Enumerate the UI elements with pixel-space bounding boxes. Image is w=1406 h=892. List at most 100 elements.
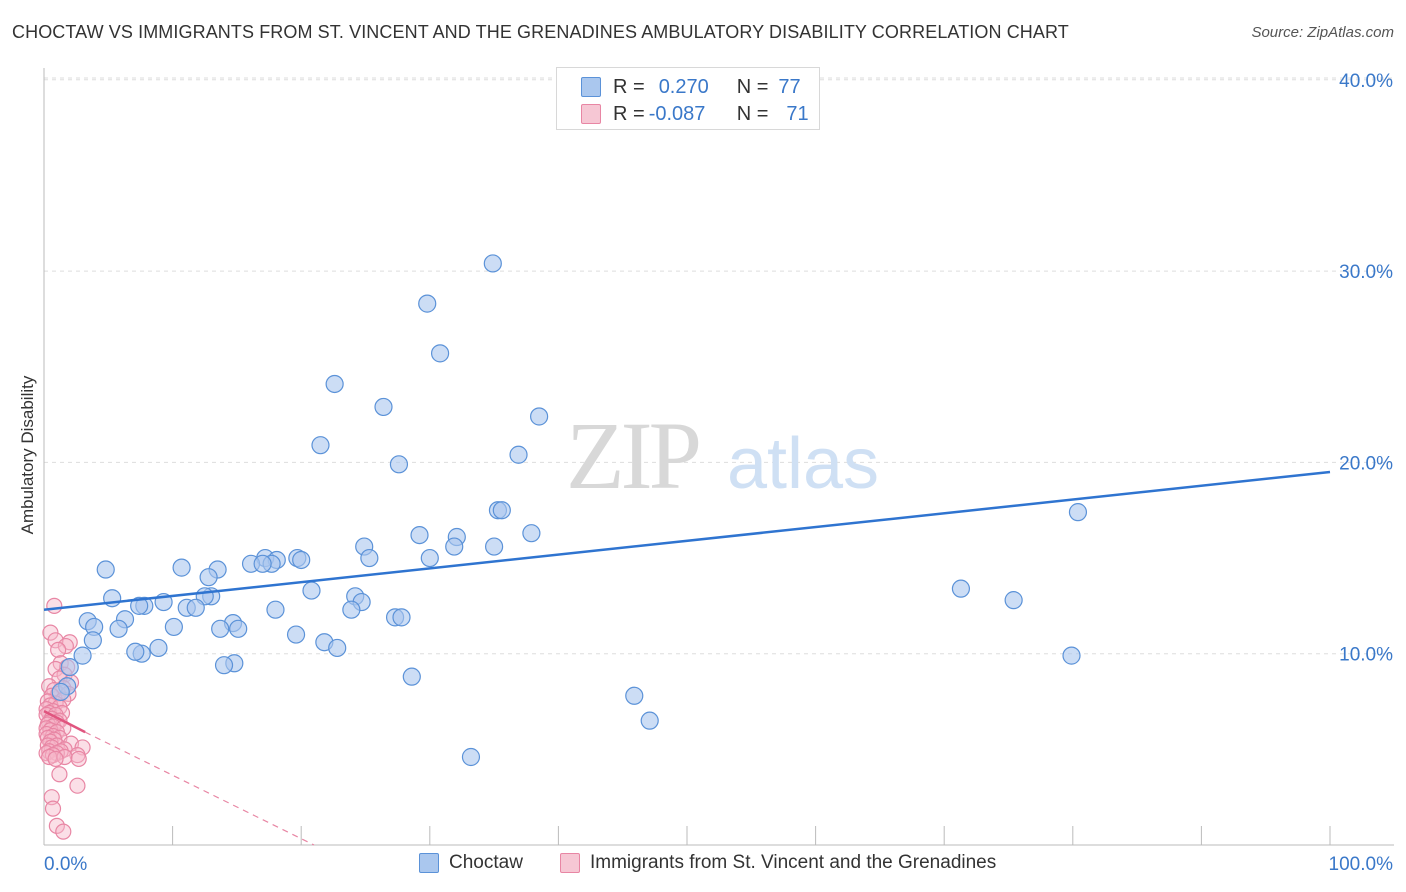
- scatter-point-choctaw: [130, 596, 149, 615]
- legend-r-label: R =: [613, 75, 645, 98]
- scatter-point-choctaw: [374, 397, 393, 417]
- scatter-point-immigrants: [51, 766, 68, 783]
- scatter-point-choctaw: [211, 619, 230, 638]
- legend-n-value: 77: [778, 75, 801, 98]
- scatter-point-choctaw: [83, 631, 102, 650]
- legend-swatch-blue: [581, 77, 601, 97]
- scatter-point-choctaw: [60, 657, 79, 677]
- scatter-point-choctaw: [625, 686, 644, 705]
- scatter-point-choctaw: [402, 667, 421, 686]
- scatter-point-choctaw: [951, 579, 971, 598]
- y-tick-label: 30.0%: [1339, 262, 1393, 283]
- scatter-point-immigrants: [48, 817, 65, 834]
- watermark: ZIP atlas: [566, 402, 879, 509]
- legend-r-value: 0.270: [658, 75, 709, 98]
- bottom-legend-immigrants: Immigrants from St. Vincent and the Gren…: [560, 852, 996, 874]
- bottom-legend-label: Immigrants from St. Vincent and the Gren…: [590, 852, 997, 873]
- y-axis-label: Ambulatory Disability: [18, 375, 37, 535]
- scatter-point-choctaw: [292, 550, 311, 570]
- scatter-point-choctaw: [96, 560, 115, 579]
- x-tick-label: 100.0%: [1329, 854, 1394, 875]
- scatter-point-choctaw: [410, 525, 429, 545]
- scatter-point-choctaw: [360, 548, 379, 568]
- scatter-point-choctaw: [492, 501, 511, 520]
- scatter-point-choctaw: [199, 568, 218, 587]
- scatter-point-immigrants: [55, 823, 72, 840]
- legend-r-label: R =: [613, 102, 645, 125]
- stats-legend: R = 0.270 N = 77 R = -0.087 N = 71: [556, 67, 820, 130]
- series-immigrants-points: [38, 597, 91, 840]
- x-tick-label: 0.0%: [44, 854, 87, 875]
- y-tick-label: 20.0%: [1339, 453, 1393, 474]
- trend-lines: [43, 470, 1331, 846]
- legend-r-value: -0.087: [648, 102, 706, 125]
- bottom-legend-swatch-blue: [419, 853, 439, 873]
- y-tick-label: 10.0%: [1339, 645, 1393, 666]
- scatter-point-immigrants: [70, 750, 87, 768]
- scatter-point-choctaw: [109, 619, 128, 638]
- scatter-point-choctaw: [418, 294, 437, 313]
- trend-line-immigrants-extrapolated: [84, 731, 315, 846]
- scatter-point-choctaw: [229, 619, 248, 638]
- scatter-point-immigrants: [46, 597, 63, 614]
- scatter-point-immigrants: [57, 637, 74, 655]
- y-tick-label: 40.0%: [1339, 71, 1393, 92]
- scatter-point-choctaw: [530, 407, 549, 426]
- scatter-point-immigrants: [69, 777, 86, 794]
- grid-layer: [43, 68, 1394, 846]
- bottom-legend-swatch-pink: [560, 853, 580, 873]
- scatter-point-choctaw: [186, 598, 205, 617]
- scatter-point-choctaw: [392, 608, 411, 627]
- legend-n-value: 71: [786, 102, 809, 125]
- scatter-point-choctaw: [640, 711, 659, 730]
- scatter-point-immigrants: [47, 750, 64, 768]
- scatter-point-choctaw: [73, 646, 92, 665]
- legend-n-label: N =: [736, 102, 769, 125]
- scatter-point-choctaw: [328, 638, 347, 658]
- legend-n-label: N =: [736, 75, 769, 98]
- scatter-point-immigrants: [50, 641, 67, 658]
- scatter-point-choctaw: [1004, 591, 1023, 610]
- scatter-point-choctaw: [1068, 503, 1088, 522]
- scatter-point-choctaw: [172, 558, 191, 577]
- trend-line-immigrants: [43, 709, 86, 734]
- scatter-point-immigrants: [44, 800, 62, 817]
- chart-title: CHOCTAW VS IMMIGRANTS FROM ST. VINCENT A…: [12, 22, 1069, 42]
- scatter-point-choctaw: [253, 554, 272, 573]
- scatter-point-choctaw: [311, 436, 330, 455]
- scatter-point-immigrants: [47, 632, 64, 649]
- scatter-point-choctaw: [149, 638, 168, 658]
- scatter-point-choctaw: [509, 445, 528, 464]
- legend-row-choctaw: R = 0.270 N = 77: [581, 74, 801, 100]
- scatter-point-choctaw: [485, 537, 504, 556]
- scatter-point-choctaw: [126, 642, 145, 661]
- scatter-point-choctaw: [51, 682, 70, 702]
- scatter-point-choctaw: [286, 625, 306, 644]
- series-choctaw-points: [51, 254, 1088, 767]
- legend-swatch-pink: [581, 104, 601, 124]
- watermark-atlas: atlas: [727, 424, 879, 504]
- axis-ticks: 10.0% 20.0% 30.0% 40.0% 0.0% 100.0%: [44, 71, 1393, 875]
- scatter-point-choctaw: [302, 581, 321, 600]
- scatter-point-choctaw: [420, 548, 439, 568]
- scatter-point-choctaw: [325, 374, 344, 394]
- scatter-point-immigrants: [43, 789, 60, 806]
- scatter-point-choctaw: [483, 254, 502, 273]
- scatter-point-choctaw: [1062, 646, 1081, 665]
- scatter-point-choctaw: [266, 600, 285, 619]
- chart-source: Source: ZipAtlas.com: [1251, 24, 1394, 41]
- scatter-point-choctaw: [445, 537, 464, 556]
- trend-line-choctaw: [43, 470, 1331, 611]
- scatter-point-choctaw: [522, 524, 541, 543]
- scatter-point-choctaw: [342, 600, 361, 619]
- watermark-zip: ZIP: [566, 402, 699, 509]
- scatter-point-choctaw: [389, 455, 409, 474]
- bottom-legend-choctaw: Choctaw: [419, 852, 523, 874]
- scatter-point-choctaw: [430, 344, 450, 363]
- scatter-point-choctaw: [461, 747, 481, 767]
- scatter-point-choctaw: [164, 617, 183, 637]
- bottom-legend-label: Choctaw: [449, 852, 523, 873]
- legend-row-immigrants: R = -0.087 N = 71: [581, 101, 809, 127]
- scatter-point-choctaw: [214, 656, 234, 675]
